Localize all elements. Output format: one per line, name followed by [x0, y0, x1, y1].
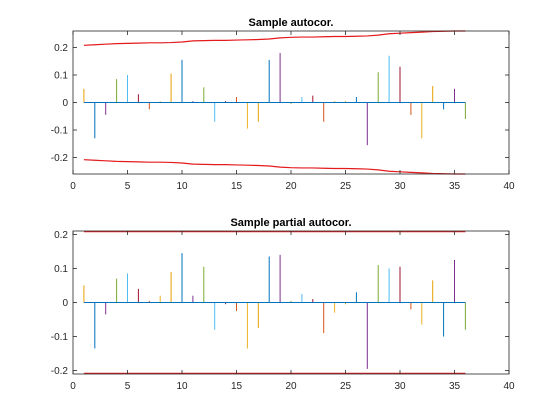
y-tick-label: -0.2 [51, 366, 69, 377]
stem-marks [83, 53, 466, 146]
x-tick-label: 5 [125, 381, 131, 392]
y-tick-label: 0.1 [54, 71, 68, 82]
chart-title: Sample partial autocor. [230, 217, 351, 229]
x-tick-label: 5 [125, 181, 131, 192]
upper-bound-line [83, 30, 466, 46]
x-tick-label: 15 [231, 381, 243, 392]
x-tick-label: 40 [503, 181, 515, 192]
x-tick-label: 25 [340, 381, 352, 392]
lower-bound-line [83, 159, 466, 175]
confidence-bounds [83, 231, 466, 374]
axis-ticks: 0 5 10 15 20 25 30 35 40 -0.2 -0.1 0 0.1 0.2 [51, 230, 515, 392]
axis-ticks: 0 5 10 15 20 25 30 35 40 -0.2 -0.1 0 0.1 0.2 [51, 31, 515, 192]
x-tick-label: 35 [449, 381, 461, 392]
y-tick-label: 0 [62, 298, 68, 309]
y-tick-label: 0.2 [54, 230, 68, 241]
partial-autocorrelation-chart: Sample partial autocor. 0 5 10 15 20 25 30 35 40… [51, 217, 515, 392]
confidence-bounds [83, 30, 466, 175]
y-tick-label: -0.2 [51, 153, 69, 164]
y-tick-label: -0.1 [51, 332, 69, 343]
stem-marks [83, 253, 466, 369]
y-tick-label: 0 [62, 98, 68, 109]
x-tick-label: 20 [285, 381, 297, 392]
x-tick-label: 30 [394, 381, 406, 392]
autocorrelation-chart: Sample autocor. 0 5 10 15 20 25 30 35 40 -0.2 -0.1… [51, 17, 515, 192]
x-tick-label: 40 [503, 381, 515, 392]
x-tick-label: 0 [70, 181, 76, 192]
x-tick-label: 35 [449, 181, 461, 192]
x-tick-label: 15 [231, 181, 243, 192]
y-tick-label: 0.2 [54, 43, 68, 54]
chart-title: Sample autocor. [249, 17, 334, 29]
x-tick-label: 10 [176, 181, 188, 192]
x-tick-label: 0 [70, 381, 76, 392]
x-tick-label: 10 [176, 381, 188, 392]
x-tick-label: 30 [394, 181, 406, 192]
x-tick-label: 25 [340, 181, 352, 192]
y-tick-label: -0.1 [51, 126, 69, 137]
x-tick-label: 20 [285, 181, 297, 192]
y-tick-label: 0.1 [54, 264, 68, 275]
